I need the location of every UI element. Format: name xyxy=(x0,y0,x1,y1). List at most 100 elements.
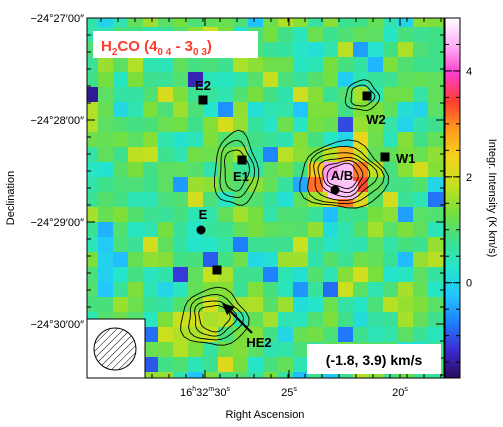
heatmap-cell xyxy=(173,342,189,358)
heatmap-cell xyxy=(308,27,324,43)
heatmap-cell xyxy=(128,117,144,133)
heatmap-cell xyxy=(143,342,159,358)
heatmap-cell xyxy=(98,102,114,118)
heatmap-cell xyxy=(188,342,204,358)
heatmap-cell xyxy=(188,102,204,118)
heatmap-cell xyxy=(87,207,99,223)
heatmap-cell xyxy=(308,117,324,133)
heatmap-cell xyxy=(113,297,129,313)
heatmap-cell xyxy=(323,87,339,103)
heatmap-cell xyxy=(98,297,114,313)
heatmap-cell xyxy=(98,147,114,163)
heatmap-cell xyxy=(398,27,414,43)
heatmap-cell xyxy=(428,132,444,148)
title-sub-a: 0 4 xyxy=(157,47,171,58)
heatmap-cell xyxy=(143,297,159,313)
heatmap-cell xyxy=(128,222,144,238)
heatmap-cell xyxy=(428,18,444,28)
heatmap-cell xyxy=(278,342,294,358)
heatmap-cell xyxy=(278,372,294,378)
he2-arrow xyxy=(227,308,253,334)
heatmap-cell xyxy=(113,18,129,28)
heatmap-cell xyxy=(398,372,414,378)
title-close: ) xyxy=(207,38,212,55)
heatmap-cell xyxy=(218,207,234,223)
heatmap-cell xyxy=(263,192,279,208)
heatmap-cell xyxy=(323,117,339,133)
heatmap-cell xyxy=(398,267,414,283)
heatmap-cell xyxy=(203,297,219,313)
heatmap-cell xyxy=(293,207,309,223)
heatmap-cell xyxy=(338,207,354,223)
heatmap-cell xyxy=(413,192,429,208)
heatmap-cell xyxy=(413,252,429,268)
heatmap-cell xyxy=(278,192,294,208)
heatmap-cell xyxy=(368,27,384,43)
heatmap-cell xyxy=(263,282,279,298)
heatmap-cell xyxy=(158,207,174,223)
heatmap-cell xyxy=(428,87,444,103)
contour-line xyxy=(350,84,376,107)
heatmap-cell xyxy=(87,117,99,133)
heatmap-cell xyxy=(263,87,279,103)
contour-line xyxy=(299,139,389,209)
heatmap-cell xyxy=(263,207,279,223)
heatmap-cell xyxy=(98,237,114,253)
heatmap-cell xyxy=(98,222,114,238)
heatmap-cell xyxy=(293,267,309,283)
heatmap-cell xyxy=(293,357,309,373)
heatmap-cell xyxy=(218,237,234,253)
heatmap-cell xyxy=(98,87,114,103)
heatmap-cell xyxy=(263,147,279,163)
heatmap-cell xyxy=(338,102,354,118)
heatmap-cell xyxy=(248,72,264,88)
heatmap-cell xyxy=(87,252,99,268)
he2-arrowhead xyxy=(222,303,235,315)
heatmap-cell xyxy=(428,327,444,343)
heatmap-cell xyxy=(233,72,249,88)
heatmap-cell xyxy=(278,102,294,118)
heatmap-cell xyxy=(98,207,114,223)
heatmap-cell xyxy=(173,87,189,103)
heatmap-cell xyxy=(188,372,204,378)
heatmap-cell xyxy=(308,132,324,148)
heatmap-cell xyxy=(338,297,354,313)
heatmap-cell xyxy=(413,57,429,73)
heatmap-cell xyxy=(248,18,264,28)
heatmap-cell xyxy=(383,312,399,328)
heatmap-cell xyxy=(143,237,159,253)
heatmap-cell xyxy=(308,267,324,283)
velocity-range-box: (-1.8, 3.9) km/s xyxy=(307,344,441,374)
heatmap-cell xyxy=(383,327,399,343)
heatmap-cell xyxy=(143,57,159,73)
heatmap-cell xyxy=(87,147,99,163)
heatmap-cell xyxy=(143,372,159,378)
heatmap-cell xyxy=(383,18,399,28)
heatmap-cell xyxy=(143,117,159,133)
heatmap-cell xyxy=(113,237,129,253)
heatmap-cell xyxy=(398,252,414,268)
heatmap-cell xyxy=(263,297,279,313)
heatmap-cell xyxy=(143,312,159,328)
x-tick-label: 20s xyxy=(392,386,408,399)
heatmap-cell xyxy=(128,72,144,88)
heatmap-cell xyxy=(428,27,444,43)
heatmap-cell xyxy=(248,162,264,178)
heatmap-cell xyxy=(218,72,234,88)
heatmap-cell xyxy=(428,267,444,283)
heatmap-cell xyxy=(248,237,264,253)
heatmap-cell xyxy=(248,357,264,373)
heatmap-cell xyxy=(218,57,234,73)
heatmap-cell xyxy=(278,357,294,373)
heatmap-cell xyxy=(263,27,279,43)
heatmap-cell xyxy=(293,372,309,378)
beam-box xyxy=(86,318,146,379)
heatmap-cell xyxy=(203,72,219,88)
heatmap-cell xyxy=(383,267,399,283)
source-e-label: E xyxy=(199,207,208,222)
heatmap-cell xyxy=(263,72,279,88)
heatmap-cell xyxy=(188,162,204,178)
heatmap-cell xyxy=(323,297,339,313)
x-tick-label: 16h32m30s xyxy=(180,386,231,399)
heatmap-cell xyxy=(98,72,114,88)
